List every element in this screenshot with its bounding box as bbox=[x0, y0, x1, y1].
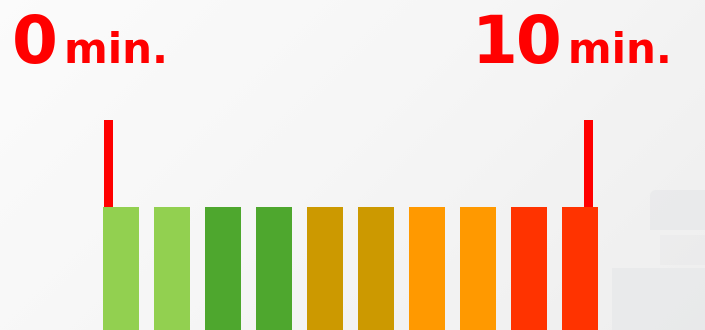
start-time-unit: min. bbox=[63, 24, 168, 73]
bar-segment bbox=[205, 207, 241, 330]
background-shape bbox=[650, 190, 705, 230]
background-shape bbox=[660, 235, 705, 265]
end-time-number: 10 bbox=[472, 2, 562, 79]
start-time-number: 0 bbox=[12, 2, 58, 79]
end-time-label: 10 min. bbox=[472, 8, 672, 74]
end-time-unit: min. bbox=[567, 24, 672, 73]
bar-segment bbox=[154, 207, 190, 330]
bar-segment bbox=[460, 207, 496, 330]
time-progress-bar bbox=[103, 207, 598, 330]
background-shape bbox=[612, 268, 705, 330]
bar-segment bbox=[307, 207, 343, 330]
start-time-label: 0 min. bbox=[12, 8, 168, 74]
bar-segment bbox=[358, 207, 394, 330]
bar-segment bbox=[409, 207, 445, 330]
bar-segment bbox=[511, 207, 547, 330]
bar-segment bbox=[562, 207, 598, 330]
bar-segment bbox=[103, 207, 139, 330]
end-marker-line bbox=[584, 120, 593, 210]
bar-segment bbox=[256, 207, 292, 330]
start-marker-line bbox=[104, 120, 113, 210]
